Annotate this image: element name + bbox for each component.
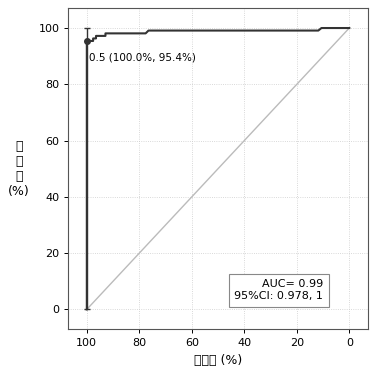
- Text: AUC= 0.99
95%CI: 0.978, 1: AUC= 0.99 95%CI: 0.978, 1: [234, 279, 323, 301]
- Y-axis label: 灵
敏
度
(%): 灵 敏 度 (%): [8, 140, 30, 198]
- X-axis label: 特异度 (%): 特异度 (%): [194, 354, 242, 367]
- Text: 0.5 (100.0%, 95.4%): 0.5 (100.0%, 95.4%): [89, 52, 196, 62]
